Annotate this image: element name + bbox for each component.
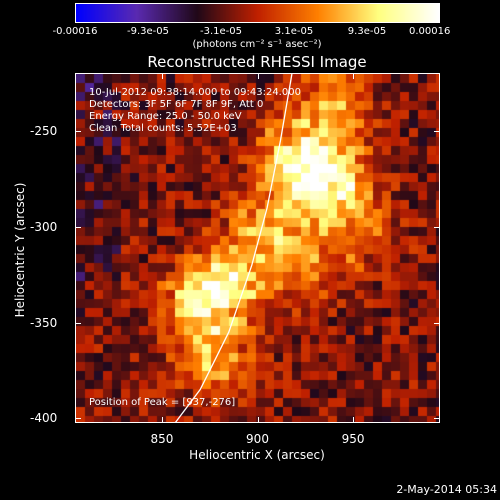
y-tick-label: -400 (30, 411, 58, 426)
annotation-detectors: Detectors: 3F 5F 6F 7F 8F 9F, Att 0 (89, 99, 264, 110)
y-axis-label: Heliocentric Y (arcsec) (13, 182, 27, 318)
colorbar-tick-label: 3.1e-05 (274, 26, 314, 37)
solar-limb-curve (174, 74, 293, 422)
chart-title: Reconstructed RHESSI Image (147, 53, 367, 71)
annotation-clean-counts: Clean Total counts: 5.52E+03 (89, 123, 237, 134)
x-tick-label: 950 (341, 432, 365, 446)
colorbar-tick-label: -9.3e-05 (127, 26, 169, 37)
y-tick-mark (75, 131, 81, 133)
annotation-peak-position: Position of Peak = [937,-276] (89, 397, 236, 408)
annotation-energy-range: Energy Range: 25.0 - 50.0 keV (89, 111, 242, 122)
x-tick-mark (353, 73, 355, 79)
colorbar-tick-label: 9.3e-05 (347, 26, 387, 37)
colorbar-gradient (76, 4, 439, 22)
x-tick-mark (161, 73, 163, 79)
x-tick-label: 850 (150, 432, 174, 446)
colorbar-tick-label: -0.00016 (52, 26, 98, 37)
y-tick-mark (75, 322, 81, 324)
x-tick-mark (257, 73, 259, 79)
colorbar-units-label: (photons cm⁻² s⁻¹ asec⁻²) (192, 39, 322, 50)
y-tick-mark (75, 418, 81, 420)
timestamp: 2-May-2014 05:34 (396, 483, 497, 496)
colorbar (75, 3, 440, 23)
colorbar-tick-label: 0.00016 (408, 26, 451, 37)
colorbar-tick-label: -3.1e-05 (200, 26, 242, 37)
x-tick-label: 900 (246, 432, 269, 446)
y-tick-mark (434, 226, 440, 228)
x-tick-mark (257, 417, 259, 423)
y-tick-label: -300 (30, 219, 58, 234)
heatmap-image (76, 74, 439, 422)
y-tick-mark (434, 322, 440, 324)
solar-limb-svg (174, 74, 293, 422)
annotation-time-range: 10-Jul-2012 09:38:14.000 to 09:43:24.000 (89, 87, 301, 98)
y-tick-mark (434, 418, 440, 420)
x-axis-label: Heliocentric X (arcsec) (189, 448, 325, 462)
x-tick-mark (161, 417, 163, 423)
y-tick-label: -350 (30, 315, 58, 330)
y-tick-label: -250 (30, 124, 58, 139)
plot-area: 10-Jul-2012 09:38:14.000 to 09:43:24.000… (75, 73, 440, 423)
y-tick-mark (75, 226, 81, 228)
y-tick-mark (434, 131, 440, 133)
x-tick-mark (353, 417, 355, 423)
